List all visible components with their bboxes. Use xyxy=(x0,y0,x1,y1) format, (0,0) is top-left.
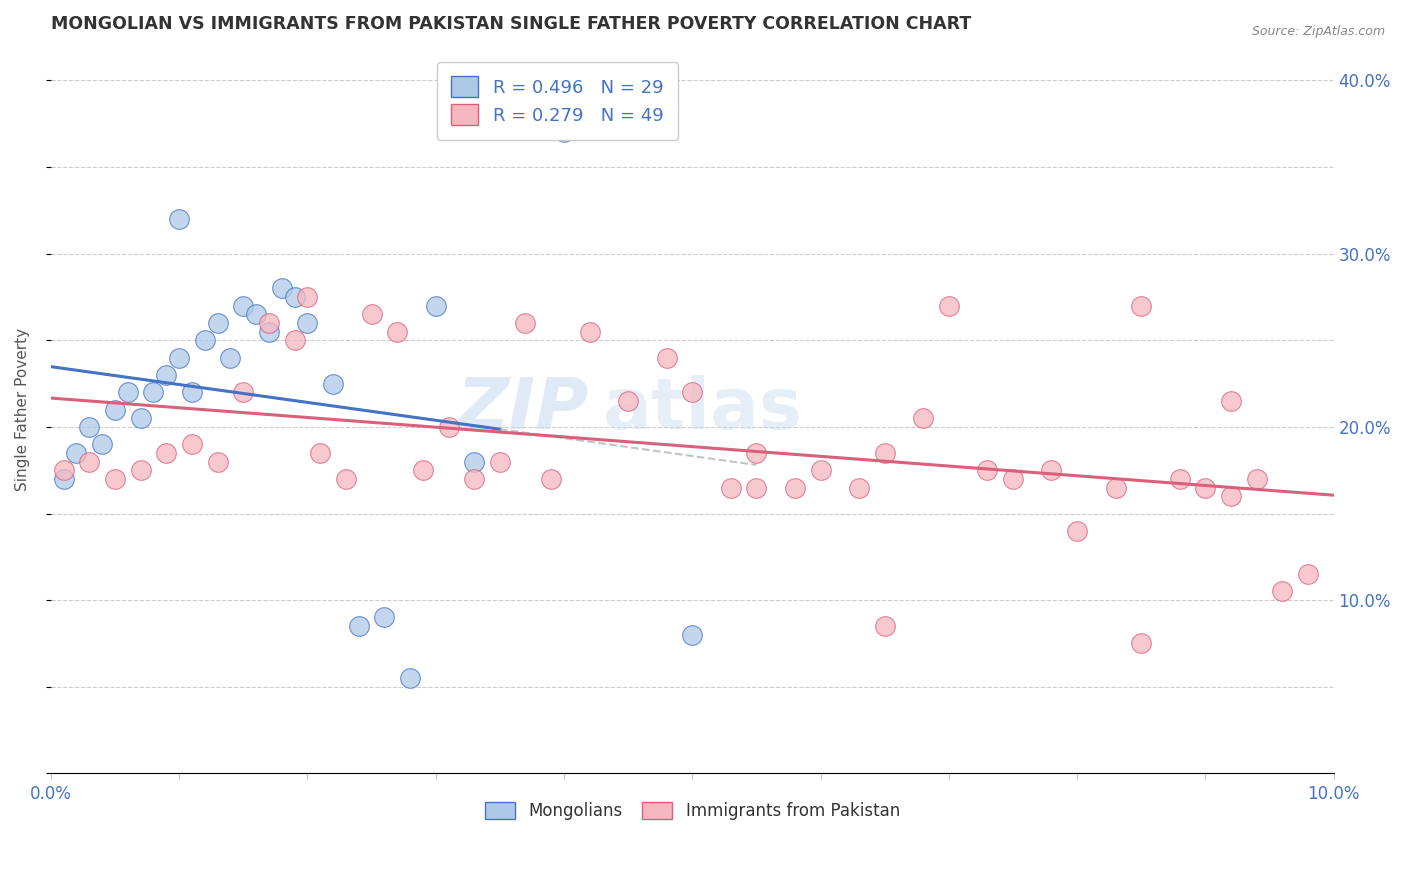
Point xyxy=(207,454,229,468)
Point xyxy=(745,481,768,495)
Point xyxy=(720,481,742,495)
Legend: Mongolians, Immigrants from Pakistan: Mongolians, Immigrants from Pakistan xyxy=(478,796,907,827)
Point xyxy=(1001,472,1024,486)
Text: atlas: atlas xyxy=(602,375,803,444)
Point xyxy=(167,351,190,365)
Point xyxy=(1104,481,1126,495)
Point xyxy=(245,307,267,321)
Point xyxy=(976,463,998,477)
Point xyxy=(810,463,832,477)
Point xyxy=(1066,524,1088,538)
Point xyxy=(553,125,575,139)
Point xyxy=(91,437,114,451)
Point xyxy=(1271,584,1294,599)
Text: ZIP: ZIP xyxy=(457,375,589,444)
Point xyxy=(578,325,600,339)
Point xyxy=(1296,567,1319,582)
Point xyxy=(783,481,806,495)
Point xyxy=(104,472,127,486)
Point xyxy=(309,446,332,460)
Point xyxy=(463,454,485,468)
Point xyxy=(437,420,460,434)
Point xyxy=(360,307,382,321)
Point xyxy=(232,385,254,400)
Point xyxy=(745,446,768,460)
Point xyxy=(117,385,139,400)
Point xyxy=(540,472,562,486)
Point xyxy=(284,333,307,347)
Y-axis label: Single Father Poverty: Single Father Poverty xyxy=(15,328,30,491)
Point xyxy=(1130,299,1153,313)
Point xyxy=(219,351,242,365)
Point xyxy=(129,411,152,425)
Point xyxy=(488,454,510,468)
Point xyxy=(347,619,370,633)
Point xyxy=(104,402,127,417)
Point xyxy=(284,290,307,304)
Point xyxy=(425,299,447,313)
Point xyxy=(463,472,485,486)
Point xyxy=(257,325,280,339)
Point xyxy=(399,671,422,685)
Point xyxy=(270,281,292,295)
Point xyxy=(912,411,935,425)
Point xyxy=(52,472,75,486)
Point xyxy=(155,446,177,460)
Text: Source: ZipAtlas.com: Source: ZipAtlas.com xyxy=(1251,25,1385,38)
Point xyxy=(52,463,75,477)
Point xyxy=(167,211,190,226)
Point xyxy=(207,316,229,330)
Point xyxy=(617,393,640,408)
Point xyxy=(79,454,101,468)
Point xyxy=(873,446,896,460)
Point xyxy=(873,619,896,633)
Point xyxy=(181,437,204,451)
Point xyxy=(335,472,357,486)
Point xyxy=(181,385,204,400)
Point xyxy=(1220,489,1243,503)
Point xyxy=(681,385,703,400)
Point xyxy=(373,610,395,624)
Point xyxy=(297,290,319,304)
Point xyxy=(155,368,177,382)
Point xyxy=(257,316,280,330)
Point xyxy=(938,299,960,313)
Point xyxy=(297,316,319,330)
Point xyxy=(412,463,434,477)
Point xyxy=(1040,463,1063,477)
Point xyxy=(385,325,408,339)
Point xyxy=(1194,481,1216,495)
Point xyxy=(655,351,678,365)
Point xyxy=(129,463,152,477)
Text: MONGOLIAN VS IMMIGRANTS FROM PAKISTAN SINGLE FATHER POVERTY CORRELATION CHART: MONGOLIAN VS IMMIGRANTS FROM PAKISTAN SI… xyxy=(51,15,972,33)
Point xyxy=(194,333,217,347)
Point xyxy=(232,299,254,313)
Point xyxy=(65,446,87,460)
Point xyxy=(1220,393,1243,408)
Point xyxy=(1130,636,1153,650)
Point xyxy=(681,628,703,642)
Point xyxy=(79,420,101,434)
Point xyxy=(322,376,344,391)
Point xyxy=(1168,472,1191,486)
Point xyxy=(1246,472,1268,486)
Point xyxy=(142,385,165,400)
Point xyxy=(848,481,870,495)
Point xyxy=(515,316,537,330)
